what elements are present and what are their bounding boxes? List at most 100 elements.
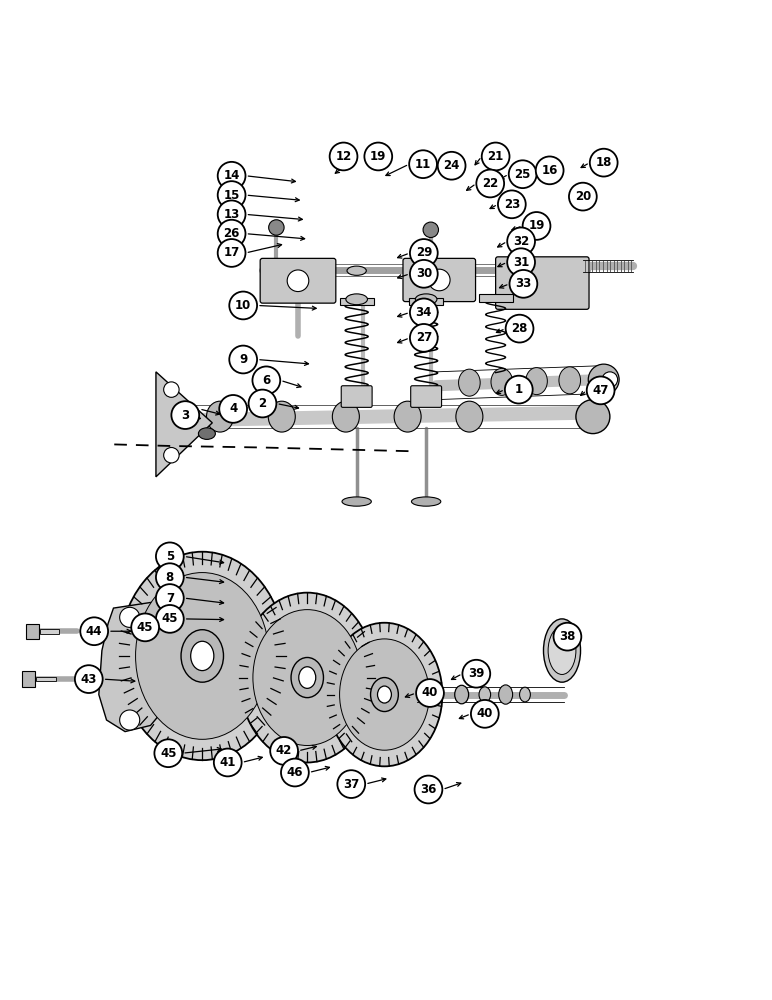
Text: 23: 23: [503, 198, 520, 211]
FancyBboxPatch shape: [411, 386, 442, 407]
Text: 47: 47: [592, 384, 609, 397]
Ellipse shape: [191, 641, 214, 671]
Circle shape: [482, 143, 510, 170]
Circle shape: [337, 770, 365, 798]
Text: 15: 15: [223, 189, 240, 202]
Ellipse shape: [340, 639, 429, 750]
Ellipse shape: [548, 627, 576, 674]
FancyBboxPatch shape: [479, 294, 513, 302]
Circle shape: [287, 270, 309, 292]
Circle shape: [588, 364, 619, 395]
Ellipse shape: [269, 401, 295, 432]
Circle shape: [438, 152, 466, 180]
Circle shape: [229, 292, 257, 319]
Circle shape: [416, 679, 444, 707]
Text: 45: 45: [137, 621, 154, 634]
Text: 10: 10: [235, 299, 252, 312]
Circle shape: [156, 563, 184, 591]
Ellipse shape: [181, 630, 224, 682]
Circle shape: [510, 270, 537, 298]
Ellipse shape: [378, 686, 391, 703]
Text: 4: 4: [229, 402, 237, 415]
Text: 45: 45: [161, 612, 178, 625]
Text: 14: 14: [223, 169, 240, 182]
Ellipse shape: [559, 367, 581, 394]
Ellipse shape: [239, 593, 375, 762]
FancyBboxPatch shape: [260, 258, 336, 303]
Text: 34: 34: [415, 306, 432, 319]
Text: 19: 19: [528, 219, 545, 232]
Circle shape: [330, 143, 357, 170]
Text: 28: 28: [511, 322, 528, 335]
Ellipse shape: [347, 266, 366, 275]
Circle shape: [471, 700, 499, 728]
Circle shape: [536, 156, 564, 184]
Ellipse shape: [425, 683, 442, 706]
Text: 40: 40: [476, 707, 493, 720]
Ellipse shape: [455, 685, 469, 704]
Circle shape: [476, 170, 504, 197]
FancyBboxPatch shape: [22, 671, 35, 687]
Circle shape: [80, 617, 108, 645]
Circle shape: [229, 346, 257, 373]
Text: 25: 25: [514, 168, 531, 181]
Circle shape: [587, 376, 615, 404]
Ellipse shape: [411, 497, 441, 506]
Circle shape: [410, 324, 438, 352]
Text: 11: 11: [415, 158, 432, 171]
FancyBboxPatch shape: [403, 258, 476, 302]
FancyBboxPatch shape: [342, 387, 371, 393]
Circle shape: [509, 160, 537, 188]
Text: 31: 31: [513, 256, 530, 269]
Circle shape: [569, 183, 597, 211]
Circle shape: [576, 400, 610, 434]
Text: 44: 44: [86, 625, 103, 638]
Circle shape: [156, 605, 184, 633]
Ellipse shape: [520, 687, 530, 702]
Circle shape: [507, 227, 535, 255]
Ellipse shape: [417, 266, 435, 275]
Text: 22: 22: [482, 177, 499, 190]
Ellipse shape: [415, 294, 437, 305]
Circle shape: [423, 222, 438, 238]
Text: 45: 45: [160, 747, 177, 760]
Text: 27: 27: [415, 331, 432, 344]
Ellipse shape: [543, 619, 581, 682]
Text: 24: 24: [443, 159, 460, 172]
FancyBboxPatch shape: [496, 257, 589, 309]
Text: 20: 20: [574, 190, 591, 203]
Ellipse shape: [136, 573, 269, 739]
Circle shape: [506, 315, 533, 343]
Ellipse shape: [479, 687, 491, 702]
Text: 40: 40: [422, 686, 438, 700]
Polygon shape: [156, 372, 212, 477]
Ellipse shape: [371, 678, 398, 712]
Circle shape: [218, 220, 245, 248]
Text: 42: 42: [276, 744, 293, 757]
FancyBboxPatch shape: [411, 387, 441, 393]
Circle shape: [462, 660, 490, 688]
Circle shape: [171, 401, 199, 429]
Text: 39: 39: [468, 667, 485, 680]
Ellipse shape: [455, 401, 483, 432]
Circle shape: [269, 220, 284, 235]
FancyBboxPatch shape: [36, 677, 56, 681]
Ellipse shape: [394, 401, 422, 432]
Circle shape: [156, 542, 184, 570]
Circle shape: [120, 607, 140, 627]
Circle shape: [410, 260, 438, 288]
Circle shape: [364, 143, 392, 170]
Circle shape: [409, 150, 437, 178]
Circle shape: [75, 665, 103, 693]
Circle shape: [131, 613, 159, 641]
Circle shape: [218, 200, 245, 228]
Text: 12: 12: [335, 150, 352, 163]
FancyBboxPatch shape: [409, 298, 443, 305]
Circle shape: [164, 448, 179, 463]
Circle shape: [523, 212, 550, 240]
Circle shape: [505, 376, 533, 403]
Ellipse shape: [198, 428, 215, 439]
Circle shape: [218, 239, 245, 267]
Circle shape: [281, 759, 309, 786]
Text: 13: 13: [223, 208, 240, 221]
